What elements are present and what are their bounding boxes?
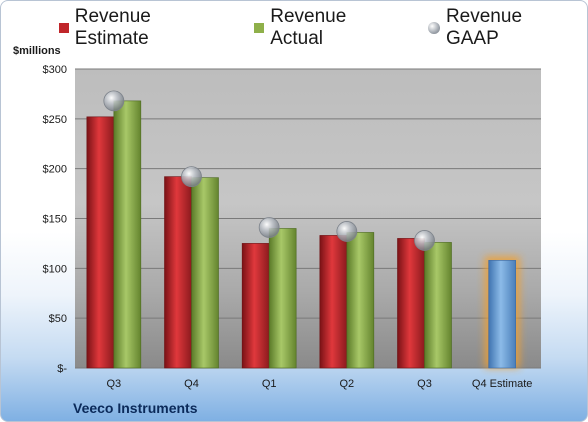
y-tick-label: $100 xyxy=(43,263,67,275)
bar-actual xyxy=(424,242,452,369)
x-axis-ticks: Q3 Q4 Q1 Q2 Q3 Q4 Estimate xyxy=(106,378,532,390)
y-tick-label: $- xyxy=(57,363,67,375)
point-gaap xyxy=(103,90,125,112)
x-tick-label: Q1 xyxy=(262,378,277,390)
point-gaap xyxy=(336,221,358,242)
legend-label-actual: Revenue Actual xyxy=(270,6,347,49)
y-tick-label: $300 xyxy=(43,64,67,76)
bar-estimate xyxy=(164,176,192,369)
legend-swatch-actual xyxy=(254,23,265,33)
company-label: Veeco Instruments xyxy=(73,400,198,416)
x-tick-label: Q2 xyxy=(339,378,354,390)
point-gaap xyxy=(181,166,202,188)
legend-swatch-gaap xyxy=(428,22,440,34)
bars xyxy=(86,100,520,369)
gaap-points xyxy=(103,90,435,251)
x-tick-label: Q3 xyxy=(417,378,432,390)
x-tick-label: Q4 Estimate xyxy=(472,378,533,390)
point-gaap xyxy=(414,230,435,251)
bar-estimate xyxy=(397,238,425,369)
legend-item-gaap: Revenue GAAP xyxy=(428,6,577,50)
bar-estimate xyxy=(86,116,115,369)
legend-label-estimate: Revenue Estimate xyxy=(74,6,151,49)
bar-estimate xyxy=(241,243,270,369)
bar-actual xyxy=(113,100,142,369)
legend-item-estimate: Revenue Estimate xyxy=(59,6,226,50)
point-gaap xyxy=(258,217,280,238)
legend-label-gaap: Revenue GAAP xyxy=(445,6,523,49)
y-tick-label: $200 xyxy=(43,164,67,176)
bar-estimate xyxy=(319,235,348,369)
y-axis-unit-label: $millions xyxy=(13,45,61,57)
bar-actual xyxy=(346,232,375,369)
y-axis-ticks: $- $50 $100 $150 $200 $250 $300 xyxy=(43,64,68,375)
y-tick-label: $250 xyxy=(43,114,67,126)
x-tick-label: Q3 xyxy=(106,378,121,390)
bar-actual xyxy=(191,177,219,369)
bar-estimate-forecast xyxy=(488,260,516,369)
bar-actual xyxy=(268,228,297,369)
y-tick-label: $150 xyxy=(43,214,67,226)
y-tick-label: $50 xyxy=(49,313,67,325)
x-tick-label: Q4 xyxy=(184,378,199,390)
legend: Revenue Estimate Revenue Actual Revenue … xyxy=(59,6,577,49)
legend-item-actual: Revenue Actual xyxy=(254,6,400,50)
legend-swatch-estimate xyxy=(59,23,69,33)
gridlines xyxy=(75,68,541,369)
